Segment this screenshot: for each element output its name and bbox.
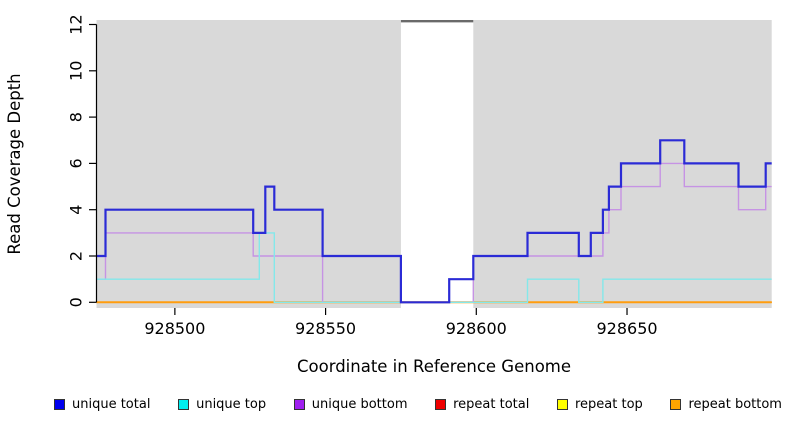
legend-label: unique total (72, 397, 151, 412)
legend-item-unique-bottom: unique bottom (293, 397, 408, 412)
legend-label: repeat total (453, 397, 530, 412)
legend-swatch-repeat-bottom (670, 399, 682, 410)
legend-item-unique-top: unique top (178, 397, 266, 412)
mask-band (400, 20, 474, 308)
y-tick-label: 12 (67, 14, 86, 34)
legend-swatch-unique-total (54, 399, 65, 410)
x-tick-label: 928550 (295, 319, 356, 338)
x-axis-title: Coordinate in Reference Genome (297, 357, 571, 376)
legend-item-repeat-bottom: repeat bottom (670, 397, 782, 412)
legend-label: repeat top (575, 397, 643, 412)
y-axis-title: Read Coverage Depth (5, 73, 24, 254)
plot-layers: 0 2 4 6 8 10 12 928500 928550 928600 928650 (67, 14, 772, 338)
legend-item-repeat-top: repeat top (557, 397, 643, 412)
x-tick-label: 928500 (144, 319, 205, 338)
y-tick-label: 6 (67, 158, 86, 168)
legend-label: unique top (196, 397, 267, 412)
legend-item-unique-total: unique total (54, 397, 150, 412)
legend-label: unique bottom (311, 397, 408, 412)
x-tick-label: 928650 (596, 319, 657, 338)
x-tick-label: 928600 (446, 319, 507, 338)
y-tick-label: 0 (67, 297, 86, 307)
series-line-unique-total (96, 139, 772, 304)
plot-canvas: 0 2 4 6 8 10 12 928500 928550 928600 928650 Read C… (5, 14, 772, 376)
series-line-unique-bottom (96, 162, 772, 303)
plot-legend: unique total unique top unique bottom repea… (0, 397, 792, 412)
legend-swatch-unique-bottom (293, 399, 305, 410)
legend-label: repeat bottom (688, 397, 782, 412)
y-tick-label: 8 (67, 112, 86, 122)
legend-swatch-unique-top (178, 399, 190, 410)
legend-swatch-repeat-total (435, 399, 447, 410)
y-tick-label: 4 (67, 205, 86, 215)
legend-swatch-repeat-top (557, 399, 568, 410)
series-line-unique-top (96, 232, 772, 303)
legend-item-repeat-total: repeat total (435, 397, 529, 412)
y-tick-label: 2 (67, 251, 86, 261)
y-tick-label: 10 (67, 61, 86, 81)
